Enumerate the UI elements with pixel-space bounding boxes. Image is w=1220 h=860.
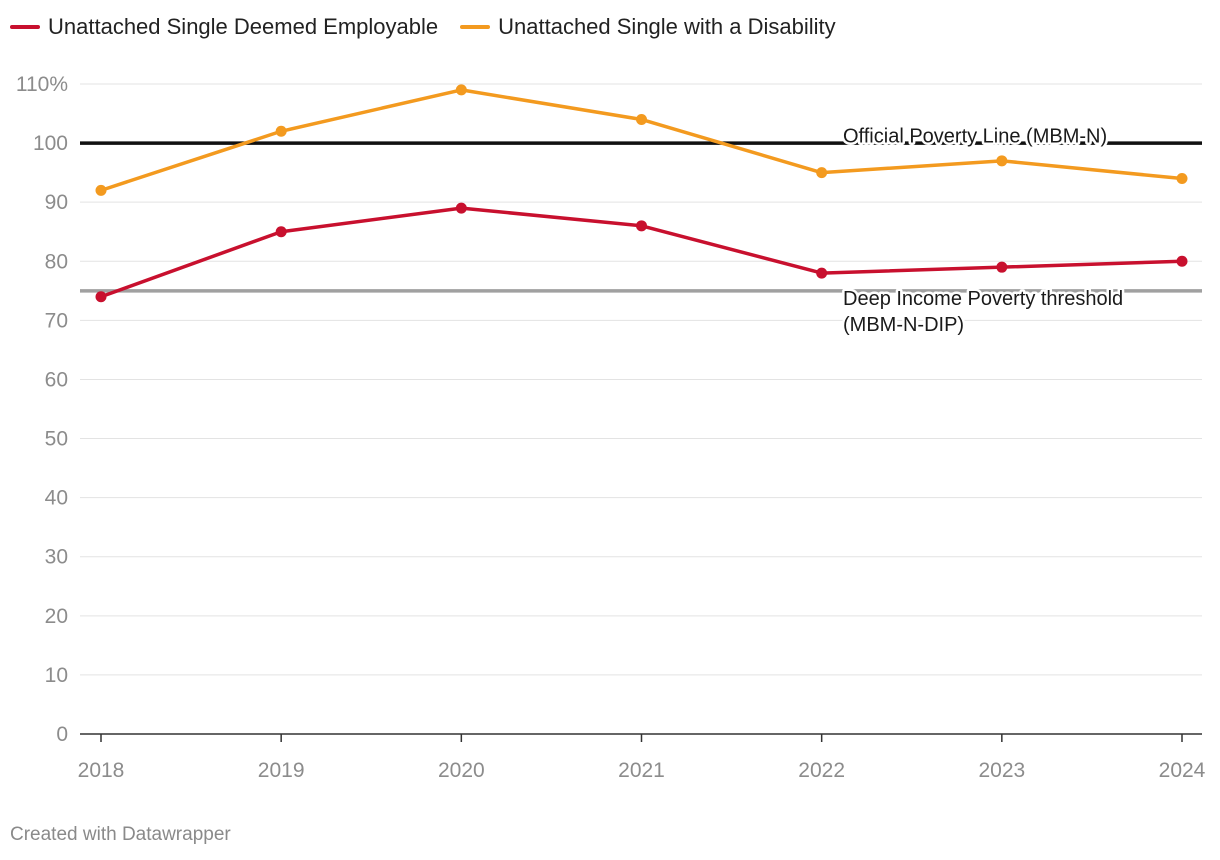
y-tick-label-100: 100 [33, 132, 68, 155]
reference-label-75-line-1: (MBM-N-DIP) [843, 314, 964, 336]
legend-label-disability: Unattached Single with a Disability [498, 14, 836, 39]
x-tick-label-2018: 2018 [78, 759, 125, 782]
y-tick-label-60: 60 [45, 368, 68, 391]
data-point-series-0-2023 [996, 261, 1008, 273]
data-point-series-0-2021 [636, 220, 647, 232]
legend-swatch-employable [10, 25, 40, 29]
y-tick-label-10: 10 [45, 664, 68, 687]
x-tick-label-2022: 2022 [798, 759, 845, 782]
y-tick-label-80: 80 [45, 250, 68, 273]
y-tick-label-70: 70 [45, 309, 68, 332]
y-tick-label-110: 110% [16, 73, 68, 96]
y-tick-label-50: 50 [45, 428, 68, 451]
footer-credit: Created with Datawrapper [10, 824, 231, 845]
y-tick-label-0: 0 [56, 723, 68, 746]
x-tick-label-2021: 2021 [618, 759, 665, 782]
data-point-series-1-2018 [95, 184, 107, 196]
y-tick-label-40: 40 [45, 487, 68, 510]
data-point-series-1-2023 [996, 155, 1008, 167]
x-tick-label-2023: 2023 [978, 759, 1025, 782]
x-tick-label-2024: 2024 [1159, 759, 1206, 782]
x-tick-label-2020: 2020 [438, 759, 485, 782]
y-tick-label-90: 90 [45, 191, 68, 214]
data-point-series-0-2018 [95, 291, 107, 303]
data-point-series-0-2024 [1176, 255, 1188, 267]
data-point-series-0-2019 [275, 226, 287, 238]
legend-swatch-disability [460, 25, 491, 29]
data-point-series-1-2020 [455, 84, 467, 96]
legend-item-disability: Unattached Single with a Disability [460, 14, 836, 40]
data-point-series-1-2019 [275, 125, 287, 137]
data-point-series-0-2020 [455, 202, 467, 214]
legend-item-employable: Unattached Single Deemed Employable [10, 14, 438, 40]
data-point-series-1-2022 [816, 167, 828, 179]
data-point-series-0-2022 [816, 267, 828, 279]
data-point-series-1-2021 [636, 113, 647, 125]
legend-label-employable: Unattached Single Deemed Employable [48, 14, 439, 39]
data-point-series-1-2024 [1176, 173, 1188, 185]
chart-legend: Unattached Single Deemed Employable Unat… [10, 14, 836, 40]
x-tick-label-2019: 2019 [258, 759, 305, 782]
y-tick-label-30: 30 [45, 546, 68, 569]
reference-label-100-line-0: Official Poverty Line (MBM-N) [843, 126, 1107, 148]
reference-label-75-line-0: Deep Income Poverty threshold [843, 288, 1123, 310]
y-tick-label-20: 20 [45, 605, 68, 628]
